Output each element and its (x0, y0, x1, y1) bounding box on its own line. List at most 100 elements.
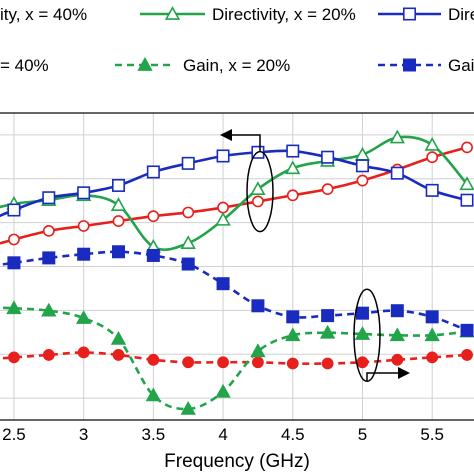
data-point-square (390, 166, 404, 180)
legend-entry-5: Gain (378, 56, 474, 75)
data-point-circle (252, 195, 264, 208)
legend-entry-0: ity, x = 40% (0, 5, 87, 24)
data-point-square (286, 310, 300, 324)
series-0 (0, 141, 473, 246)
series-line (0, 149, 468, 218)
data-point-circle (182, 206, 195, 219)
data-point-triangle (459, 176, 474, 191)
legend-entry-4: Gain, x = 20% (115, 56, 290, 75)
legend-entry-2: Dire (378, 5, 474, 24)
legend-label: Gain (448, 56, 474, 75)
legend-label: ity, x = 40% (0, 5, 87, 24)
data-point-circle (461, 349, 473, 361)
data-point-triangle (180, 401, 196, 415)
data-point-triangle (164, 6, 181, 20)
legend-label: Gain, x = 20% (183, 56, 290, 75)
data-point-square (321, 150, 335, 164)
x-tick-label: 3.5 (142, 425, 166, 444)
data-point-square (181, 257, 195, 271)
data-point-circle (8, 351, 20, 364)
x-tick-label: 3 (79, 425, 88, 444)
data-point-square (112, 245, 126, 259)
data-point-triangle (110, 331, 127, 345)
series-1 (0, 129, 474, 253)
data-point-circle (426, 351, 439, 364)
data-point-triangle (285, 160, 301, 175)
data-point-circle (391, 353, 404, 366)
data-point-circle (217, 201, 229, 214)
data-point-triangle (145, 387, 162, 402)
data-point-circle (252, 356, 264, 369)
data-point-triangle (41, 302, 57, 317)
series-line (0, 146, 468, 245)
gain-arrow-line (366, 372, 405, 382)
data-point-triangle (137, 57, 153, 71)
data-point-triangle (110, 197, 127, 211)
plot-frame (0, 112, 474, 421)
data-point-circle (356, 174, 369, 187)
data-point-circle (286, 189, 299, 202)
series-5 (0, 245, 474, 337)
data-point-square (321, 309, 335, 323)
x-tick-label: 4.5 (281, 425, 305, 444)
data-point-square (425, 183, 439, 197)
data-point-square (77, 186, 91, 200)
x-tick-label: 5 (358, 425, 367, 444)
data-point-circle (77, 346, 90, 359)
data-point-circle (426, 151, 439, 164)
data-point-triangle (215, 211, 231, 226)
data-point-triangle (180, 235, 196, 250)
data-point-circle (147, 210, 160, 223)
data-point-triangle (319, 324, 336, 339)
data-point-circle (356, 356, 369, 369)
annotations (220, 129, 410, 383)
data-point-triangle (6, 300, 22, 315)
data-point-triangle (354, 326, 371, 340)
data-point-triangle (424, 136, 440, 151)
data-point-triangle (75, 310, 92, 324)
legend-label: Directivity, x = 20% (212, 5, 356, 24)
x-axis-ticks: 2.5 3 3.5 4 4.5 5 5.5 (2, 425, 444, 444)
data-point-square (42, 251, 56, 265)
data-point-square (402, 58, 416, 72)
data-point-triangle (389, 327, 405, 342)
data-point-square (390, 304, 404, 318)
data-point-square (216, 149, 230, 163)
series-2 (0, 144, 474, 218)
data-point-circle (321, 357, 334, 370)
data-point-circle (182, 356, 195, 369)
data-point-square (146, 248, 160, 262)
legend-entry-1: Directivity, x = 20% (140, 5, 356, 24)
data-point-square (42, 191, 56, 205)
data-point-triangle (285, 327, 301, 342)
data-point-circle (42, 349, 55, 361)
data-point-circle (112, 215, 125, 227)
data-point-square (425, 310, 439, 324)
left-arrow-icon (220, 129, 232, 141)
data-point-square (7, 203, 21, 217)
legend: ity, x = 40% Directivity, x = 20% Dire = 40… (0, 5, 474, 75)
plot-area (0, 112, 474, 421)
data-point-square (251, 299, 265, 313)
x-tick-label: 5.5 (420, 425, 444, 444)
data-point-square (460, 193, 474, 207)
data-point-circle (217, 356, 229, 369)
data-point-triangle (250, 181, 266, 195)
data-point-square (355, 159, 369, 173)
data-point-circle (461, 141, 473, 154)
data-point-square (181, 156, 195, 170)
data-point-square (216, 277, 230, 291)
data-point-triangle (424, 327, 440, 342)
legend-entry-3: = 40% (0, 56, 49, 75)
right-arrow-icon (398, 367, 410, 379)
data-point-square (146, 165, 160, 179)
data-point-square (286, 144, 300, 158)
data-point-circle (286, 357, 299, 370)
x-tick-label: 4 (218, 425, 227, 444)
directivity-arrow-line (222, 134, 261, 152)
series-group (0, 129, 474, 415)
data-point-circle (42, 224, 55, 237)
data-point-square (355, 306, 369, 320)
data-point-circle (8, 233, 20, 246)
